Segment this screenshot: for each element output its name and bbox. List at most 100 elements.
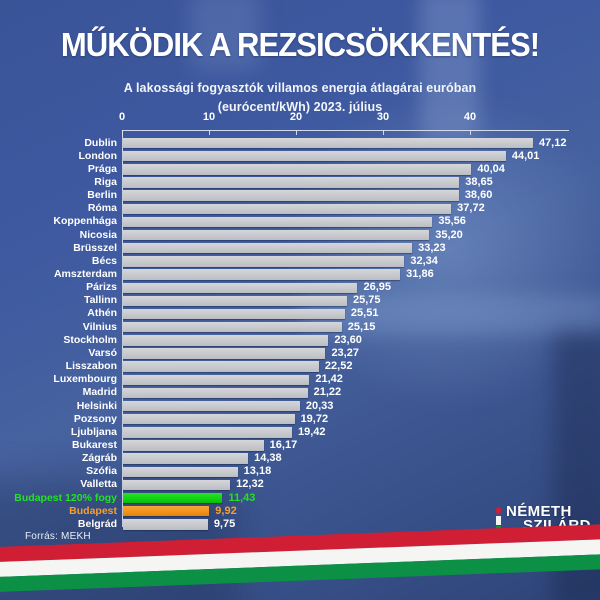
bar-row: Dublin 47,12 xyxy=(0,137,600,150)
value-bar xyxy=(123,164,472,175)
value-label: 25,51 xyxy=(350,307,379,320)
value-bar xyxy=(123,414,295,425)
bar-row: Koppenhága 35,56 xyxy=(0,215,600,228)
value-bar xyxy=(123,506,210,517)
value-bar xyxy=(123,374,310,385)
value-bar xyxy=(123,519,208,530)
subtitle-line-2: (eurócent/kWh) 2023. július xyxy=(217,100,383,115)
city-label: Belgrád xyxy=(77,517,117,530)
bar-row: Bukarest 16,17 xyxy=(0,439,600,452)
value-bar xyxy=(123,453,249,464)
value-label: 26,95 xyxy=(363,281,391,294)
bar-row: Pozsony 19,72 xyxy=(0,413,600,426)
bar-row: Luxembourg 21,42 xyxy=(0,373,600,386)
x-axis-tick-mark xyxy=(383,130,384,135)
y-axis-line xyxy=(122,130,123,527)
bar-row: Stockholm 23,60 xyxy=(0,334,600,347)
city-label: Párizs xyxy=(86,281,117,294)
value-label: 33,23 xyxy=(418,241,446,254)
city-label: Dublin xyxy=(84,136,117,149)
value-bar xyxy=(123,348,326,359)
value-bar xyxy=(123,361,319,372)
value-label: 40,04 xyxy=(477,162,505,175)
value-label: 23,60 xyxy=(334,333,362,346)
bar-row: Róma 37,72 xyxy=(0,202,600,215)
bar-row: Budapest 9,92 xyxy=(0,505,600,518)
bar-chart-rows: Dublin 47,12 London 44,01 Prága 40,04 Riga 38,6… xyxy=(0,137,600,533)
value-label: 19,42 xyxy=(297,425,326,438)
value-label: 38,60 xyxy=(464,189,493,202)
x-axis-tick-mark xyxy=(296,130,297,135)
x-axis-tick-label: 30 xyxy=(376,111,390,123)
value-bar xyxy=(123,295,348,307)
value-bar xyxy=(123,427,292,438)
x-axis-tick-label: 0 xyxy=(118,111,126,123)
subtitle-line-1: A lakossági fogyasztók villamos energia … xyxy=(123,81,477,95)
bar-row: Vilnius 25,15 xyxy=(0,321,600,334)
bar-row: London 44,01 xyxy=(0,150,600,163)
value-bar xyxy=(123,203,452,215)
value-bar xyxy=(123,151,506,162)
value-bar xyxy=(123,216,433,228)
bar-row: Amszterdam 31,86 xyxy=(0,268,600,281)
value-label: 16,17 xyxy=(269,438,298,451)
city-label: Riga xyxy=(94,175,117,188)
city-label: Bécs xyxy=(91,254,117,267)
city-label: Ljubljana xyxy=(70,425,117,438)
value-label: 21,22 xyxy=(313,386,342,399)
value-bar xyxy=(123,387,308,399)
bar-row: Berlin 38,60 xyxy=(0,189,600,202)
value-label: 25,75 xyxy=(353,294,381,307)
value-label: 32,34 xyxy=(410,254,438,267)
bar-row: Varsó 23,27 xyxy=(0,347,600,360)
value-bar xyxy=(123,321,342,333)
city-label: Zágráb xyxy=(81,452,117,465)
city-label: Valletta xyxy=(80,478,117,491)
bar-row: Bécs 32,34 xyxy=(0,255,600,268)
bar-row: Lisszabon 22,52 xyxy=(0,360,600,373)
value-label: 35,56 xyxy=(438,215,466,228)
bar-row: Madrid 21,22 xyxy=(0,386,600,399)
value-label: 47,12 xyxy=(538,136,567,149)
value-bar xyxy=(123,269,401,280)
value-bar xyxy=(123,400,300,412)
value-label: 20,33 xyxy=(305,399,334,412)
value-bar xyxy=(123,190,459,201)
city-label: Budapest 120% fogy xyxy=(14,491,117,504)
value-bar xyxy=(123,256,405,267)
bar-row: Brüsszel 33,23 xyxy=(0,242,600,255)
city-label: Brüsszel xyxy=(73,241,117,254)
value-label: 19,72 xyxy=(300,412,329,425)
logo-line-1: NÉMETH xyxy=(506,503,572,520)
city-label: Berlin xyxy=(87,189,117,202)
value-label: 9,75 xyxy=(213,517,236,530)
city-label: Budapest xyxy=(69,504,117,517)
bar-row: Prága 40,04 xyxy=(0,163,600,176)
city-label: Varsó xyxy=(88,346,117,359)
value-label: 13,18 xyxy=(243,465,272,478)
tricolor-red-dot xyxy=(496,507,501,514)
bar-row: Athén 25,51 xyxy=(0,307,600,320)
bar-row: Riga 38,65 xyxy=(0,176,600,189)
bar-row: Tallinn 25,75 xyxy=(0,294,600,307)
bar-row: Párizs 26,95 xyxy=(0,281,600,294)
source-note: Forrás: MEKH xyxy=(25,531,91,542)
x-axis-line xyxy=(122,130,569,131)
tricolor-white-bar xyxy=(496,516,501,525)
bar-row: Valletta 12,32 xyxy=(0,478,600,491)
value-bar xyxy=(123,440,264,451)
x-axis-tick-mark xyxy=(209,130,210,135)
value-bar xyxy=(123,229,430,241)
city-label: Madrid xyxy=(82,386,117,399)
x-axis-tick-mark xyxy=(470,130,471,135)
city-label: Luxembourg xyxy=(53,373,117,386)
bar-row: Belgrád 9,75 xyxy=(0,518,600,531)
city-label: London xyxy=(78,149,117,162)
city-label: Tallinn xyxy=(83,294,117,307)
x-axis-tick-label: 20 xyxy=(289,111,303,123)
value-label: 22,52 xyxy=(324,360,353,373)
value-label: 21,42 xyxy=(315,373,343,386)
city-label: Athén xyxy=(87,307,117,320)
value-bar xyxy=(123,243,413,254)
